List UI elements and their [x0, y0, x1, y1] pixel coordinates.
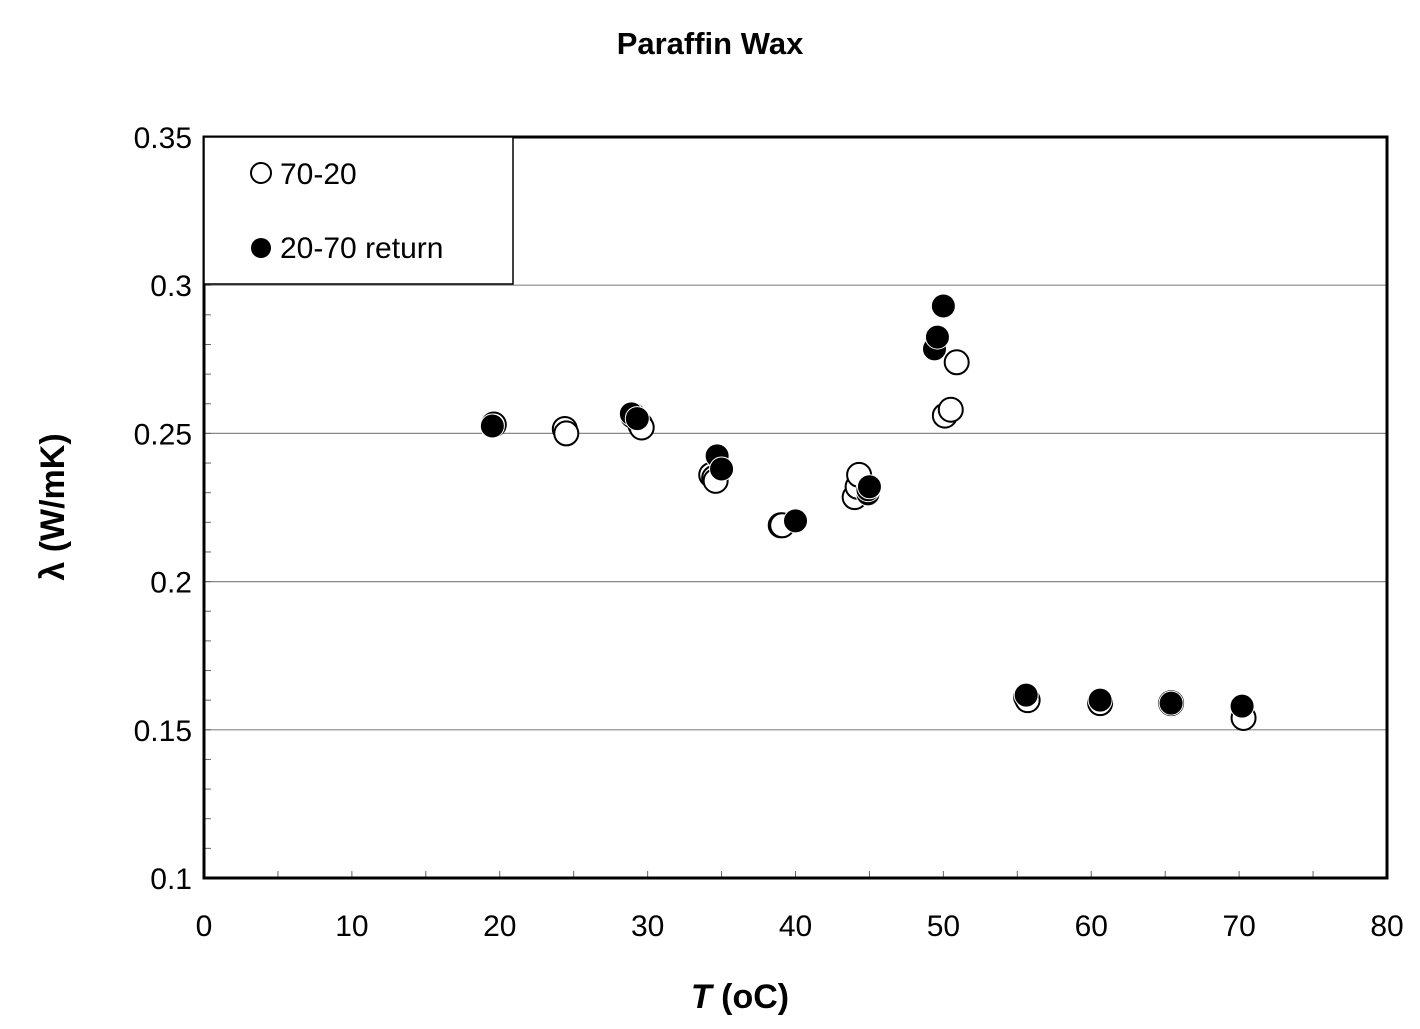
y-tick-labels: 0.1 0.15 0.2 0.25 0.3 0.35 — [134, 122, 192, 896]
x-tick-label: 30 — [631, 910, 664, 943]
filled-data-point — [924, 324, 950, 350]
x-tick-label: 60 — [1075, 910, 1108, 943]
filled-data-point — [709, 456, 735, 482]
x-tick-label: 50 — [927, 910, 960, 943]
y-axis-label: λ (W/mK) — [34, 433, 72, 580]
filled-data-point — [1013, 682, 1039, 708]
y-tick-label: 0.1 — [150, 863, 192, 896]
x-tick-label: 0 — [196, 910, 213, 943]
legend-box — [203, 136, 514, 285]
filled-data-point — [1229, 693, 1255, 719]
legend-marker-filled-circle — [251, 238, 271, 258]
legend-label-20-70-return: 20-70 return — [280, 232, 443, 265]
open-data-point — [943, 349, 970, 376]
y-tick-label: 0.35 — [134, 122, 192, 155]
y-tick-label: 0.3 — [150, 270, 192, 303]
legend-marker-open-circle — [250, 162, 272, 184]
filled-data-point — [856, 474, 882, 500]
x-axis-label: T (oC) — [691, 978, 789, 1016]
filled-data-point — [930, 293, 956, 319]
x-tick-label: 10 — [335, 910, 368, 943]
series-70-20 — [480, 349, 1257, 731]
x-tick-label: 80 — [1370, 910, 1403, 943]
y-tick-label: 0.25 — [134, 418, 192, 451]
open-data-point — [553, 420, 580, 447]
legend: 70-20 20-70 return — [203, 136, 514, 285]
filled-data-point — [1087, 687, 1113, 713]
filled-data-point — [1158, 690, 1184, 716]
chart-title: Paraffin Wax — [617, 26, 804, 61]
x-tick-labels: 0 10 20 30 40 50 60 70 80 — [196, 910, 1404, 943]
x-axis-unit: (oC) — [721, 978, 789, 1016]
y-tick-label: 0.15 — [134, 715, 192, 748]
filled-data-point — [479, 413, 505, 439]
plot-area-frame — [202, 135, 1389, 880]
data-points — [479, 293, 1257, 731]
filled-data-point — [783, 508, 808, 534]
x-tick-label: 40 — [779, 910, 812, 943]
open-data-point — [937, 396, 964, 423]
x-tick-label: 70 — [1222, 910, 1255, 943]
x-tick-label: 20 — [483, 910, 516, 943]
filled-data-point — [624, 406, 650, 432]
gridlines — [204, 284, 1387, 731]
series-20-70-return — [479, 293, 1255, 719]
legend-label-70-20: 70-20 — [280, 158, 357, 191]
y-tick-label: 0.2 — [150, 567, 192, 600]
x-axis-symbol: T — [691, 978, 715, 1016]
